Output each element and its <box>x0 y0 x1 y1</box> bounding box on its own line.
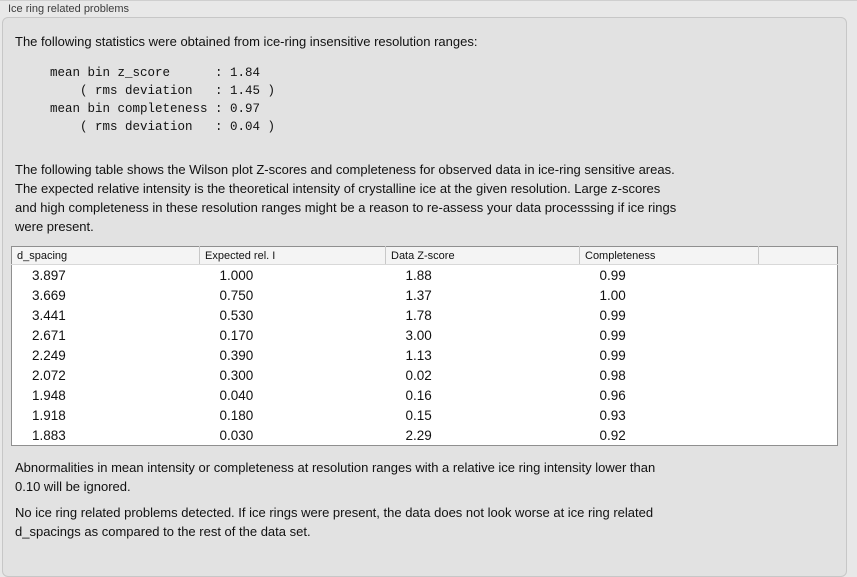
table-cell: 3.00 <box>405 327 432 343</box>
table-cell: 1.000 <box>219 267 254 283</box>
table-row[interactable]: 3.897 1.000 1.88 0.99 <box>12 265 838 286</box>
table-cell: 0.170 <box>219 327 254 343</box>
table-cell: 0.040 <box>219 387 254 403</box>
column-header[interactable]: Completeness <box>579 246 759 265</box>
table-cell: 0.92 <box>599 427 626 443</box>
table-cell: 1.883 <box>32 427 66 443</box>
table-cell: 0.99 <box>599 267 626 283</box>
table-row[interactable]: 1.948 0.040 0.16 0.96 <box>12 385 838 405</box>
table-cell: 1.37 <box>405 287 432 303</box>
table-cell: 2.249 <box>32 347 66 363</box>
ice-ring-table-header[interactable]: d_spacing Expected rel. I Data Z-score Comp… <box>11 246 838 265</box>
window-top-edge <box>0 0 857 1</box>
column-header[interactable] <box>758 246 838 265</box>
column-header[interactable]: d_spacing <box>11 246 200 265</box>
table-cell: 1.918 <box>32 407 66 423</box>
table-description-text: The following table shows the Wilson plo… <box>15 162 677 234</box>
table-cell <box>759 305 838 325</box>
table-cell: 0.02 <box>405 367 432 383</box>
table-row[interactable]: 2.671 0.170 3.00 0.99 <box>12 325 838 345</box>
table-cell <box>759 425 838 446</box>
column-header[interactable]: Data Z-score <box>385 246 580 265</box>
table-row[interactable]: 3.669 0.750 1.37 1.00 <box>12 285 838 305</box>
table-cell <box>759 265 838 286</box>
table-cell: 0.16 <box>405 387 432 403</box>
table-cell <box>759 405 838 425</box>
table-cell: 0.15 <box>405 407 432 423</box>
table-cell: 0.99 <box>599 347 626 363</box>
table-cell: 2.671 <box>32 327 66 343</box>
table-cell: 0.96 <box>599 387 626 403</box>
table-cell: 2.072 <box>32 367 66 383</box>
table-cell: 0.300 <box>219 367 254 383</box>
table-cell: 1.78 <box>405 307 432 323</box>
mean-bin-statistics-block: mean bin z_score : 1.84 ( rms deviation … <box>50 66 276 134</box>
column-header[interactable]: Expected rel. I <box>199 246 386 265</box>
intro-statistics-text: The following statistics were obtained f… <box>15 34 478 49</box>
table-cell: 1.00 <box>599 287 626 303</box>
table-cell: 0.99 <box>599 307 626 323</box>
table-cell: 1.88 <box>405 267 432 283</box>
table-cell: 0.390 <box>219 347 254 363</box>
table-row[interactable]: 2.072 0.300 0.02 0.98 <box>12 365 838 385</box>
table-cell: 3.441 <box>32 307 66 323</box>
table-cell: 0.93 <box>599 407 626 423</box>
conclusion-text: No ice ring related problems detected. I… <box>15 505 654 539</box>
ice-ring-report-panel: The following statistics were obtained f… <box>2 17 847 577</box>
group-box-title: Ice ring related problems <box>8 3 130 15</box>
table-cell: 1.948 <box>32 387 66 403</box>
table-cell: 0.180 <box>219 407 254 423</box>
table-cell <box>759 365 838 385</box>
table-cell: 3.897 <box>32 267 66 283</box>
ice-ring-table[interactable]: d_spacing Expected rel. I Data Z-score Comp… <box>11 246 838 446</box>
table-cell: 0.99 <box>599 327 626 343</box>
table-cell <box>759 345 838 365</box>
table-cell: 1.13 <box>405 347 432 363</box>
table-cell <box>759 285 838 305</box>
table-row[interactable]: 1.918 0.180 0.15 0.93 <box>12 405 838 425</box>
ice-ring-table-body[interactable]: 3.897 1.000 1.88 0.99 3.669 0.750 1.37 1.00 3.44… <box>12 265 838 446</box>
table-cell: 2.29 <box>405 427 432 443</box>
table-cell: 0.030 <box>219 427 254 443</box>
table-cell <box>759 325 838 345</box>
table-row[interactable]: 1.883 0.030 2.29 0.92 <box>12 425 838 446</box>
table-cell: 0.98 <box>599 367 626 383</box>
table-cell: 3.669 <box>32 287 66 303</box>
table-cell: 0.750 <box>219 287 254 303</box>
table-cell: 0.530 <box>219 307 254 323</box>
ignore-threshold-note: Abnormalities in mean intensity or compl… <box>15 460 656 494</box>
table-row[interactable]: 2.249 0.390 1.13 0.99 <box>12 345 838 365</box>
table-row[interactable]: 3.441 0.530 1.78 0.99 <box>12 305 838 325</box>
table-cell <box>759 385 838 405</box>
